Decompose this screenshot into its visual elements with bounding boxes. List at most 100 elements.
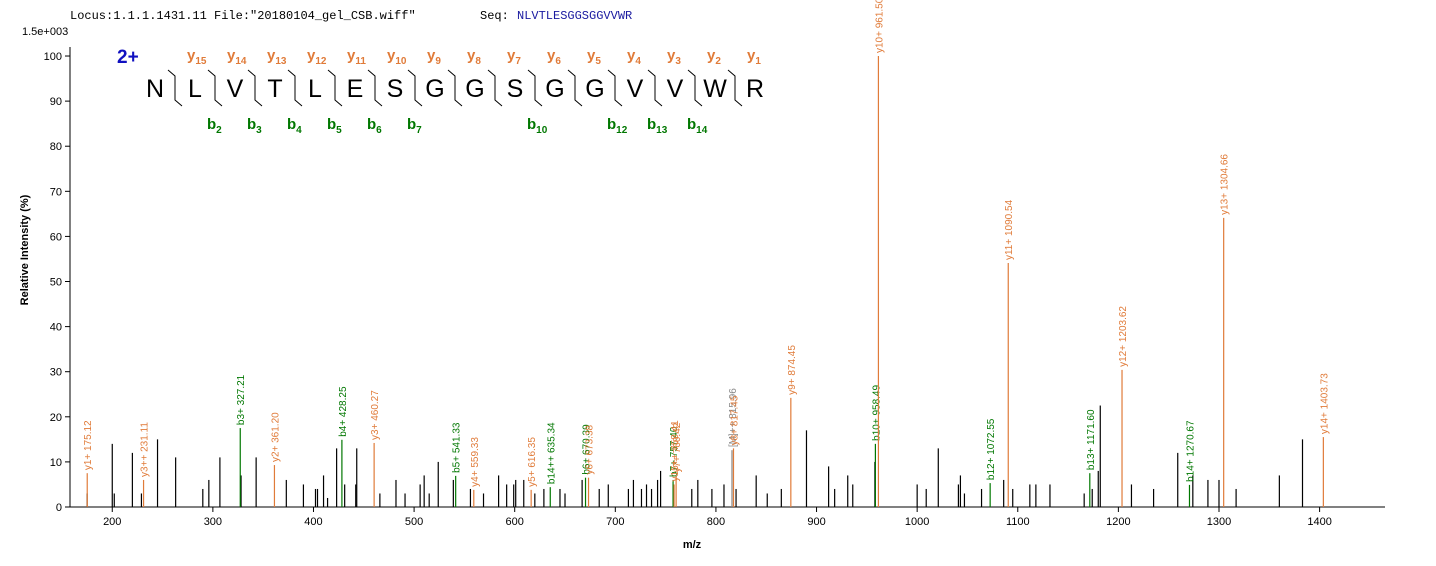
peak-label: b14++ 635.34 — [546, 422, 557, 484]
peak-label: b12+ 1072.55 — [986, 418, 997, 480]
y-index: 6 — [555, 56, 561, 67]
x-tick-label: 500 — [405, 516, 423, 528]
sequence-text: NLVTLESGGSGGVVWR — [517, 9, 632, 23]
residue: V — [227, 75, 244, 103]
y-letter: y — [227, 47, 236, 64]
residue: S — [387, 75, 404, 103]
y-letter: y — [747, 47, 756, 64]
max-intensity: 1.5e+003 — [22, 26, 68, 38]
x-tick-label: 700 — [606, 516, 624, 528]
y-tick-label: 80 — [50, 141, 62, 153]
b-letter: b — [687, 116, 696, 133]
residue: R — [746, 75, 764, 103]
b-ion-label: b6 — [367, 116, 382, 136]
fragment-separator — [567, 69, 583, 107]
y-index: 12 — [315, 56, 327, 67]
y-tick-label: 90 — [50, 96, 62, 108]
b-letter: b — [207, 116, 216, 133]
peak-label: y11+ 1090.54 — [1004, 199, 1015, 260]
fragment-separator — [647, 69, 663, 107]
peak-label: b3+ 327.21 — [236, 374, 247, 425]
y-tick-label: 30 — [50, 367, 62, 379]
b-index: 13 — [656, 125, 668, 136]
b-ion-label: b12 — [607, 116, 628, 136]
y-ion-label: y5 — [587, 47, 601, 67]
y-tick-label: 50 — [50, 277, 62, 289]
residue: G — [465, 75, 484, 103]
b-ion-label: b3 — [247, 116, 262, 136]
peak-label: y5+ 616.35 — [527, 437, 538, 487]
x-tick-label: 300 — [204, 516, 222, 528]
residue: G — [585, 75, 604, 103]
peak-label: b6+ 670.39 — [582, 424, 593, 475]
y-letter: y — [507, 47, 516, 64]
peak-label: y3+ 460.27 — [370, 390, 381, 440]
y-tick-label: 100 — [44, 51, 62, 63]
y-ion-label: y12 — [307, 47, 327, 67]
residue: E — [347, 75, 364, 103]
residue: L — [188, 75, 202, 103]
y-ion-label: y7 — [507, 47, 521, 67]
peak-label: b4+ 428.25 — [338, 386, 349, 437]
peak-label: y13+ 1304.66 — [1220, 154, 1231, 215]
y-letter: y — [587, 47, 596, 64]
y-index: 4 — [635, 56, 641, 67]
x-tick-label: 800 — [707, 516, 725, 528]
residue: T — [267, 75, 282, 103]
y-index: 7 — [515, 56, 521, 67]
b-ion-label: b2 — [207, 116, 222, 136]
y-ion-label: y4 — [627, 47, 641, 67]
b-index: 12 — [616, 125, 628, 136]
y-letter: y — [347, 47, 356, 64]
b-index: 7 — [416, 125, 422, 136]
peak-label: [M]++ 815.96 — [728, 388, 739, 447]
y-index: 3 — [675, 56, 681, 67]
fragment-separator — [207, 69, 223, 107]
residue: V — [667, 75, 684, 103]
b-letter: b — [647, 116, 656, 133]
peak-label: b14+ 1270.67 — [1185, 420, 1196, 482]
y-index: 13 — [275, 56, 287, 67]
y-ion-label: y3 — [667, 47, 681, 67]
x-tick-label: 400 — [304, 516, 322, 528]
y-letter: y — [627, 47, 636, 64]
x-tick-label: 600 — [506, 516, 524, 528]
fragment-separator — [367, 69, 383, 107]
y-ion-label: y8 — [467, 47, 481, 67]
peak-label: y10+ 961.50 — [874, 0, 885, 53]
residue: L — [308, 75, 322, 103]
residue: G — [425, 75, 444, 103]
y-letter: y — [307, 47, 316, 64]
y-ion-label: y11 — [347, 47, 366, 67]
locus: Locus:1.1.1.1431.11 File:"20180104_gel_C… — [70, 9, 416, 23]
y-letter: y — [387, 47, 396, 64]
fragment-separator — [407, 69, 423, 107]
peak-label: y12+ 1203.62 — [1118, 306, 1129, 367]
b-letter: b — [367, 116, 376, 133]
y-letter: y — [707, 47, 716, 64]
y-letter: y — [547, 47, 556, 64]
fragment-separator — [527, 69, 543, 107]
y-ion-label: y1 — [747, 47, 761, 67]
peak-label: y3++ 231.11 — [140, 422, 151, 477]
y-ion-label: y9 — [427, 47, 441, 67]
b-ion-label: b4 — [287, 116, 302, 136]
b-letter: b — [327, 116, 336, 133]
y-index: 14 — [235, 56, 247, 67]
y-ion-label: y2 — [707, 47, 721, 67]
peak-label: b7+ 757.40 — [669, 426, 680, 477]
fragment-separator — [327, 69, 343, 107]
peak-label: y8+ 817.45 — [729, 395, 740, 445]
b-index: 6 — [376, 125, 382, 136]
peak-label: y7+ 760.42 — [672, 422, 683, 472]
peak-label: b10+ 958.49 — [871, 385, 882, 441]
y-letter: y — [467, 47, 476, 64]
b-index: 14 — [696, 125, 708, 136]
x-tick-label: 1400 — [1307, 516, 1331, 528]
residue: G — [545, 75, 564, 103]
peak-label: y6+ 673.38 — [585, 424, 596, 474]
x-tick-label: 900 — [807, 516, 825, 528]
b-ion-label: b13 — [647, 116, 668, 136]
y-letter: y — [267, 47, 276, 64]
